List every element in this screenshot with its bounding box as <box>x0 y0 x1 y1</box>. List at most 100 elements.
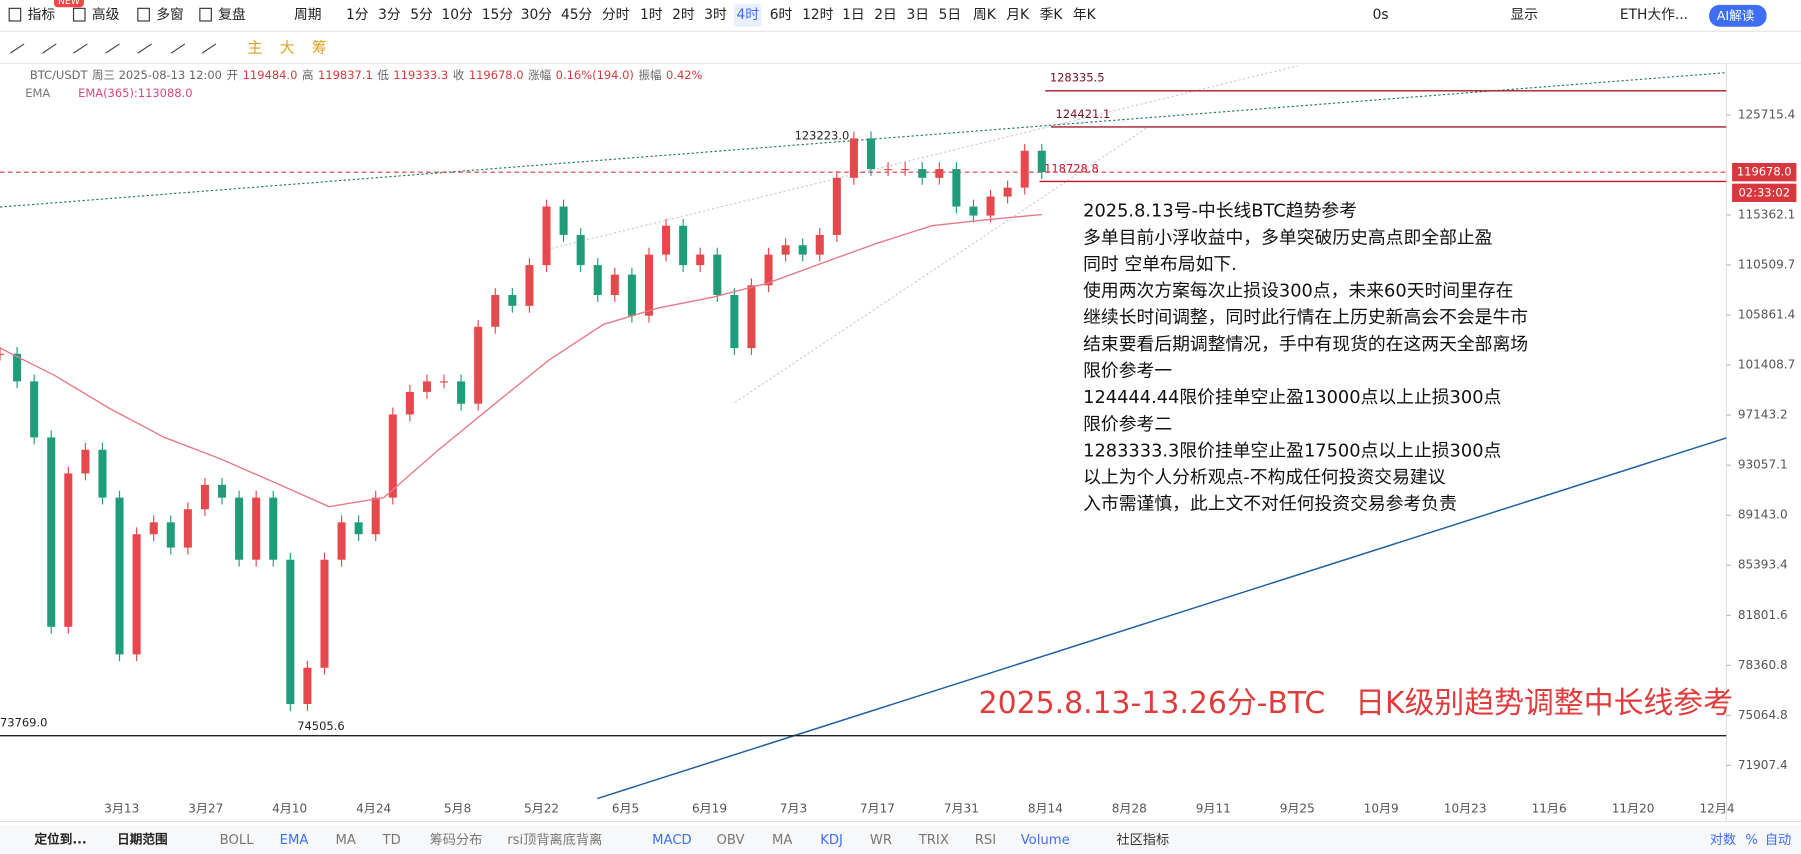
headline: 2025.8.13-13.26分-BTC 日K级别趋势调整中长线参考 <box>979 686 1733 721</box>
interval-button[interactable]: 15分 <box>482 7 514 23</box>
tool-button[interactable]: 筹 <box>312 39 327 57</box>
interval-button[interactable]: 季K <box>1040 7 1064 23</box>
interval-button[interactable]: 2时 <box>672 7 695 23</box>
interval-button[interactable]: 3分 <box>378 7 401 23</box>
candle-body <box>986 196 995 216</box>
period-button[interactable]: 周期 <box>294 7 322 23</box>
interval-button[interactable]: 1时 <box>640 7 663 23</box>
interval-button[interactable]: 4时 <box>736 7 759 23</box>
tool-icon <box>201 43 217 54</box>
indicator-tab[interactable]: TD <box>382 833 401 848</box>
interval-button[interactable]: 2日 <box>874 7 897 23</box>
level-label: 73769.0 <box>0 716 47 730</box>
candle-body <box>303 667 312 705</box>
info-item: 119678.0 <box>469 67 524 81</box>
toolbar-right[interactable]: 显示 <box>1510 7 1538 23</box>
y-tick-label: 78360.8 <box>1738 658 1788 672</box>
candle-body <box>388 414 397 498</box>
indicator-tab[interactable]: 筹码分布 <box>430 831 483 848</box>
indicator-tab[interactable]: rsi顶背离底背离 <box>507 831 602 848</box>
subchart-tab[interactable]: KDJ <box>820 833 843 848</box>
candle-body <box>866 138 876 170</box>
ai-button-text[interactable]: AI解读 <box>1717 8 1755 23</box>
toolbar-button[interactable]: 指标 <box>28 7 56 23</box>
interval-button[interactable]: 1日 <box>842 7 865 23</box>
candle-body <box>269 497 278 560</box>
candle-body <box>901 169 910 171</box>
tool-button[interactable]: 大 <box>280 39 295 57</box>
interval-button[interactable]: 6时 <box>770 7 793 23</box>
interval-button[interactable]: 3时 <box>704 7 727 23</box>
candle-body <box>713 254 722 295</box>
axis-option[interactable]: 自动 <box>1765 832 1791 848</box>
note-line: 使用两次方案每次止损设300点，未来60天时间里存在 <box>1083 281 1513 302</box>
community-tab[interactable]: 社区指标 <box>1116 832 1169 848</box>
candle-body <box>286 559 295 705</box>
candle-body <box>730 294 739 349</box>
interval-button[interactable]: 1分 <box>346 7 369 23</box>
note-line: 124444.44限价挂单空止盈13000点以上止损300点 <box>1083 387 1501 408</box>
y-tick-label: 101408.7 <box>1738 358 1795 372</box>
interval-button[interactable]: 5分 <box>410 7 433 23</box>
bottom-button[interactable]: 定位到... <box>34 831 86 846</box>
interval-button[interactable]: 45分 <box>561 7 593 23</box>
interval-button[interactable]: 周K <box>973 7 997 23</box>
active-interval-bg <box>733 3 762 27</box>
interval-button[interactable]: 30分 <box>521 7 553 23</box>
toolbar-button[interactable]: 复盘 <box>218 6 246 23</box>
level-label: 118728.8 <box>1044 161 1099 175</box>
axis-option[interactable]: 对数 <box>1710 832 1736 848</box>
high-label: 123223.0 <box>795 128 850 142</box>
candle-body <box>832 177 841 235</box>
indicator-tab[interactable]: BOLL <box>220 833 255 848</box>
y-tick-label: 110509.7 <box>1738 257 1795 271</box>
x-tick-label: 7月31 <box>944 801 979 815</box>
ai-button[interactable] <box>1709 4 1767 27</box>
candle-body <box>337 522 346 560</box>
interval-button[interactable]: 年K <box>1073 7 1097 23</box>
candle-body <box>183 509 192 548</box>
interval-button[interactable]: 12时 <box>802 7 834 23</box>
subchart-tab[interactable]: RSI <box>975 833 996 848</box>
x-tick-label: 4月24 <box>356 801 391 815</box>
info-item: 振幅 <box>638 67 661 81</box>
subchart-tab[interactable]: WR <box>870 833 892 848</box>
toolbar-icon <box>199 7 212 22</box>
interval-button[interactable]: 10分 <box>441 7 473 23</box>
interval-button[interactable]: 5日 <box>939 7 962 23</box>
candle-body <box>627 274 636 316</box>
candle-body <box>474 326 483 404</box>
subchart-tab[interactable]: MACD <box>652 833 692 848</box>
last-price-label: 119678.0 <box>1737 165 1792 179</box>
note-line: 1283333.3限价挂单空止盈17500点以上止损300点 <box>1083 440 1501 461</box>
subchart-tab[interactable]: MA <box>772 833 792 848</box>
indicator-tab[interactable]: EMA <box>280 833 309 848</box>
x-tick-label: 4月10 <box>272 801 307 815</box>
candle-body <box>320 559 329 668</box>
interval-button[interactable]: 月K <box>1006 7 1030 23</box>
toolbar-button[interactable]: 多窗 <box>156 6 184 23</box>
interval-button[interactable]: 分时 <box>602 7 630 23</box>
axis-option[interactable]: % <box>1745 833 1758 848</box>
candle-body <box>576 234 585 266</box>
candle-body <box>440 381 449 383</box>
subchart-tab[interactable]: Volume <box>1021 833 1070 848</box>
interval-button[interactable]: 3日 <box>906 7 929 23</box>
toolbar-button[interactable]: 高级 <box>92 6 120 23</box>
info-item: 119484.0 <box>243 67 298 81</box>
low-label: 74505.6 <box>297 719 344 733</box>
bottom-button[interactable]: 日期范围 <box>117 831 168 846</box>
toolbar-right[interactable]: ETH大作... <box>1620 7 1688 23</box>
toolbar-right[interactable]: 0s <box>1373 7 1389 23</box>
x-tick-label: 3月13 <box>104 801 139 815</box>
subchart-tab[interactable]: OBV <box>716 833 744 848</box>
x-tick-label: 9月25 <box>1280 801 1315 815</box>
tool-icon <box>73 43 88 54</box>
indicator-tab[interactable]: MA <box>336 833 356 848</box>
countdown: 02:33:02 <box>1738 185 1790 199</box>
x-tick-label: 10月9 <box>1364 801 1399 815</box>
candle-body <box>969 206 978 216</box>
info-item: 119837.1 <box>318 67 373 81</box>
subchart-tab[interactable]: TRIX <box>918 833 949 848</box>
tool-button[interactable]: 主 <box>248 39 263 57</box>
